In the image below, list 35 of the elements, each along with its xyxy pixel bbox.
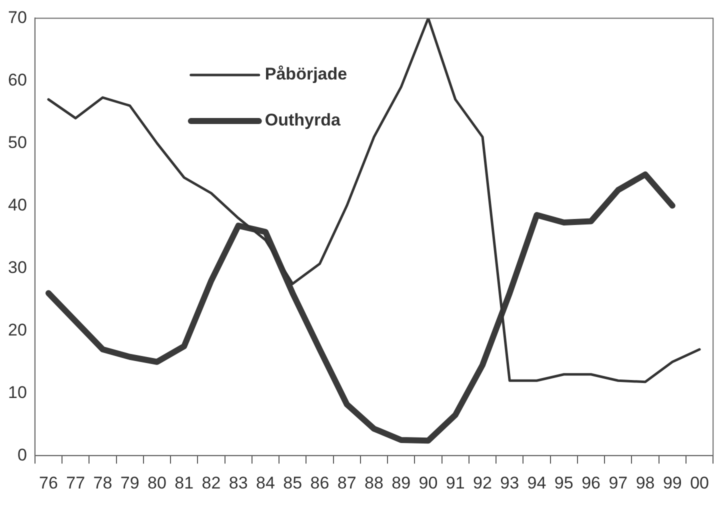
x-tick-label: 76 bbox=[39, 473, 58, 492]
y-tick-label: 50 bbox=[8, 132, 27, 152]
y-tick-label: 20 bbox=[8, 320, 27, 340]
x-tick-label: 77 bbox=[66, 473, 86, 492]
x-tick-label: 78 bbox=[93, 473, 112, 492]
legend-label: Påbörjade bbox=[264, 64, 348, 84]
x-tick-label: 99 bbox=[662, 473, 682, 492]
x-tick-label: 85 bbox=[283, 473, 302, 492]
x-tick-label: 97 bbox=[608, 473, 628, 492]
x-tick-label: 92 bbox=[473, 473, 492, 492]
x-tick-label: 95 bbox=[554, 473, 574, 492]
y-tick-label: 60 bbox=[8, 70, 27, 90]
y-tick-label: 0 bbox=[17, 445, 27, 464]
y-tick-label: 70 bbox=[8, 8, 27, 27]
x-tick-label: 83 bbox=[228, 473, 248, 492]
y-tick-label: 10 bbox=[8, 382, 27, 402]
x-tick-label: 94 bbox=[527, 473, 546, 492]
x-tick-label: 82 bbox=[202, 473, 221, 492]
y-tick-label: 40 bbox=[8, 195, 27, 214]
x-tick-label: 00 bbox=[690, 473, 709, 492]
x-tick-label: 89 bbox=[392, 473, 411, 492]
x-tick-label: 84 bbox=[256, 473, 275, 492]
legend-label: Outhyrda bbox=[264, 110, 341, 130]
x-tick-label: 91 bbox=[446, 473, 465, 492]
x-tick-label: 90 bbox=[418, 473, 438, 492]
x-tick-label: 86 bbox=[310, 473, 330, 492]
x-tick-label: 93 bbox=[500, 473, 520, 492]
y-tick-label: 30 bbox=[8, 258, 27, 277]
x-tick-label: 88 bbox=[364, 473, 384, 492]
x-tick-label: 79 bbox=[120, 473, 140, 492]
x-tick-label: 80 bbox=[148, 473, 166, 492]
x-tick-label: 87 bbox=[337, 473, 356, 492]
x-tick-label: 96 bbox=[582, 473, 600, 492]
x-tick-label: 81 bbox=[174, 473, 194, 492]
x-tick-label: 98 bbox=[636, 473, 655, 492]
